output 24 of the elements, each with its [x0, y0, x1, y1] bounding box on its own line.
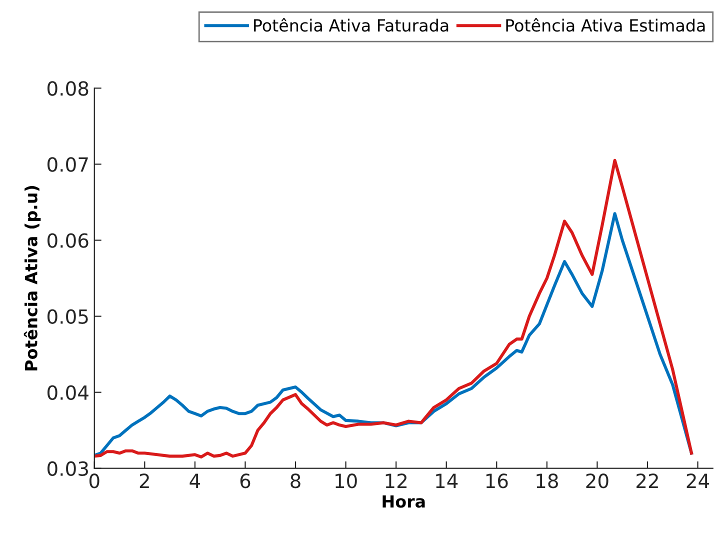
x-tick-label: 6	[240, 474, 250, 488]
y-tick-label: 0.08	[48, 81, 88, 96]
x-tick-label: 20	[586, 474, 608, 488]
x-tick-label: 22	[636, 474, 658, 488]
legend-label: Potência Ativa Faturada	[254, 18, 448, 32]
x-tick-label: 12	[386, 474, 406, 488]
x-tick-label: 24	[686, 474, 710, 488]
y-tick-label: 0.05	[48, 309, 88, 324]
x-axis-title: Hora	[382, 495, 425, 508]
x-tick-label: 14	[436, 474, 458, 488]
x-tick-label: 2	[140, 474, 149, 488]
y-tick-label: 0.04	[48, 385, 88, 400]
y-axis-title: Potência Ativa (p.u)	[24, 186, 41, 370]
legend-label: Potência Ativa Estimada	[506, 18, 705, 32]
x-tick-label: 18	[536, 474, 558, 488]
y-tick-label: 0.06	[48, 233, 88, 248]
x-tick-label: 0	[89, 474, 100, 488]
y-tick-label: 0.07	[48, 157, 88, 172]
x-tick-label: 10	[336, 474, 357, 488]
line-series	[94, 158, 694, 458]
y-tick-label: 0.03	[48, 461, 88, 476]
x-tick-label: 8	[290, 474, 300, 488]
x-tick-label: 4	[190, 474, 200, 488]
x-tick-label: 16	[486, 474, 508, 488]
